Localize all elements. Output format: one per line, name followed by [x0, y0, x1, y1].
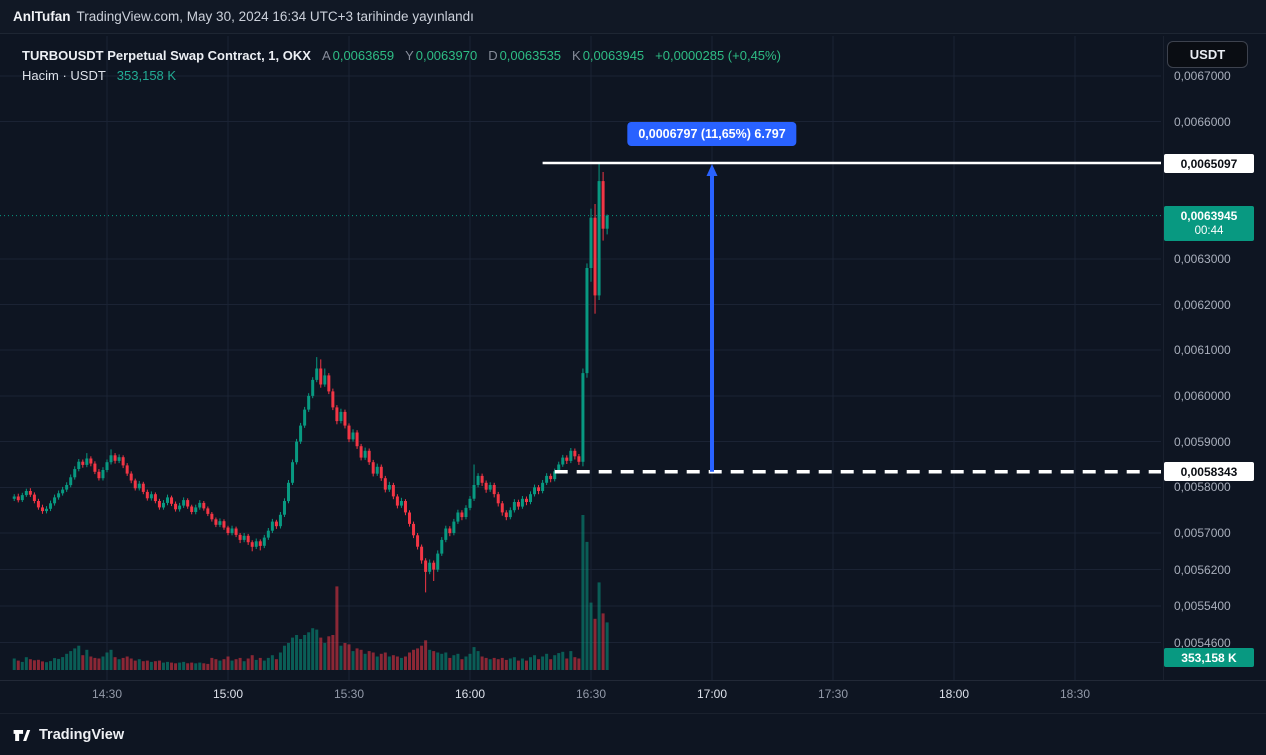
- price-axis-label: 0,0055400: [1174, 599, 1231, 613]
- high-label: Y: [405, 47, 414, 63]
- open-label: A: [321, 47, 331, 63]
- price-axis-label: 0,0056200: [1174, 563, 1231, 577]
- time-axis-label: 17:00: [696, 687, 728, 701]
- time-axis-label: 17:30: [817, 687, 849, 701]
- tradingview-logo-icon[interactable]: [12, 726, 31, 745]
- publish-info: TradingView.com, May 30, 2024 16:34 UTC+…: [76, 9, 474, 24]
- price-axis-label: 0,0062000: [1174, 298, 1231, 312]
- price-axis-label: 0,0063000: [1174, 252, 1231, 266]
- low-value: 0,0063535: [499, 47, 562, 63]
- time-axis-label: 16:30: [575, 687, 607, 701]
- price-axis-label: 0,0066000: [1174, 115, 1231, 129]
- price-axis[interactable]: 0,0067000 0,0066000 0,0063000 0,0062000 0,00…: [1163, 36, 1266, 680]
- time-axis-label: 14:30: [91, 687, 123, 701]
- symbol-title[interactable]: TURBOUSDT Perpetual Swap Contract, 1, OK…: [22, 47, 311, 63]
- brand-name[interactable]: TradingView: [39, 727, 125, 743]
- volume-axis-badge: 353,158 K: [1164, 648, 1254, 667]
- time-axis[interactable]: 14:30 15:00 15:30 16:00 16:30 17:00 17:30 18:00…: [0, 681, 1266, 707]
- last-price-badge: 0,0063945 00:44: [1164, 206, 1254, 241]
- legend-symbol-row: TURBOUSDT Perpetual Swap Contract, 1, OK…: [22, 45, 781, 65]
- price-axis-label: 0,0059000: [1174, 435, 1231, 449]
- currency-toggle-button[interactable]: USDT: [1167, 41, 1248, 68]
- bar-countdown: 00:44: [1194, 225, 1224, 237]
- low-label: D: [488, 47, 498, 63]
- price-axis-label: 0,0058000: [1174, 480, 1231, 494]
- price-range-tool[interactable]: [706, 164, 718, 472]
- price-axis-label: 0,0054600: [1174, 636, 1231, 650]
- time-axis-label: 15:30: [333, 687, 365, 701]
- close-value: 0,0063945: [582, 47, 645, 63]
- legend-volume-row: Hacim · USDT 353,158 K: [22, 65, 781, 85]
- volume-value: 353,158 K: [116, 67, 177, 83]
- ohlc-high: Y 0,0063970: [405, 48, 477, 63]
- open-value: 0,0063659: [332, 47, 395, 63]
- footer-bar: TradingView: [0, 713, 1266, 755]
- last-price-value: 0,0063945: [1180, 209, 1238, 223]
- time-axis-label: 18:00: [938, 687, 970, 701]
- price-axis-label: 0,0057000: [1174, 526, 1231, 540]
- ohlc-open: A 0,0063659: [322, 48, 394, 63]
- chart-legend: TURBOUSDT Perpetual Swap Contract, 1, OK…: [22, 45, 781, 85]
- publish-bar: AnlTufan TradingView.com, May 30, 2024 1…: [0, 0, 1266, 34]
- time-axis-label: 18:30: [1059, 687, 1091, 701]
- time-axis-label: 15:00: [212, 687, 244, 701]
- solid-line-price-badge: 0,0065097: [1164, 154, 1254, 173]
- publisher-name[interactable]: AnlTufan: [13, 9, 71, 24]
- time-axis-label: 16:00: [454, 687, 486, 701]
- price-axis-label: 0,0060000: [1174, 389, 1231, 403]
- price-axis-label: 0,0067000: [1174, 69, 1231, 83]
- volume-bars: [12, 515, 609, 670]
- ohlc-low: D 0,0063535: [488, 48, 561, 63]
- ohlc-close: K 0,0063945: [572, 48, 644, 63]
- grid-lines: [0, 36, 1161, 680]
- candlesticks: [12, 163, 609, 593]
- price-range-label[interactable]: 0,0006797 (11,65%) 6.797: [627, 122, 797, 146]
- high-value: 0,0063970: [415, 47, 478, 63]
- time-axis-divider: [0, 680, 1266, 681]
- close-label: K: [572, 47, 581, 63]
- dashed-line-price-badge: 0,0058343: [1164, 462, 1254, 481]
- change-value: +0,0000285 (+0,45%): [655, 47, 781, 63]
- volume-label[interactable]: Hacim · USDT: [22, 67, 106, 83]
- price-axis-label: 0,0061000: [1174, 343, 1231, 357]
